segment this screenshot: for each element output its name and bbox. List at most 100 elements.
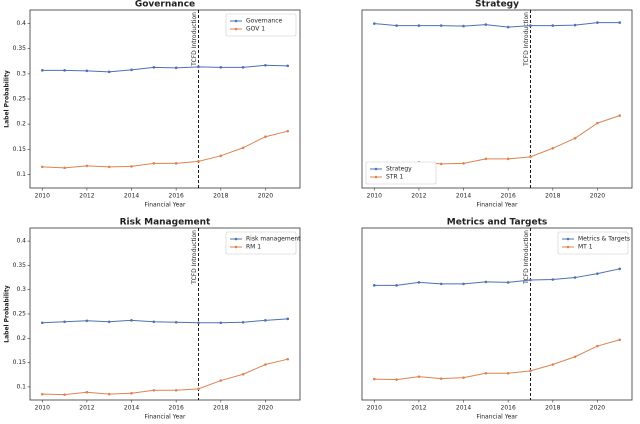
y-tick-label: 0.4 xyxy=(16,238,26,245)
point xyxy=(197,321,200,325)
x-tick-label: 2016 xyxy=(501,405,516,412)
point xyxy=(286,317,290,321)
legend-marker xyxy=(566,237,570,241)
x-tick-label: 2014 xyxy=(124,405,139,412)
point xyxy=(462,162,465,165)
y-tick-label: 0.15 xyxy=(13,146,27,153)
point xyxy=(551,146,555,150)
x-axis-label: Financial Year xyxy=(145,414,186,421)
y-tick-label: 0.25 xyxy=(13,311,27,318)
point xyxy=(219,321,223,325)
x-tick-label: 2012 xyxy=(79,193,94,200)
legend-label: GOV 1 xyxy=(246,26,265,33)
chart-title: Risk Management xyxy=(120,218,211,228)
point xyxy=(197,65,200,69)
point xyxy=(506,157,510,161)
point xyxy=(395,378,398,381)
point xyxy=(596,272,599,275)
chart-title: Governance xyxy=(135,0,195,10)
point xyxy=(417,281,421,284)
point xyxy=(219,379,223,382)
legend xyxy=(225,13,297,37)
point xyxy=(484,280,488,284)
point xyxy=(551,24,555,27)
point xyxy=(219,66,223,69)
y-tick-label: 0.3 xyxy=(16,286,26,293)
point xyxy=(85,319,89,323)
x-tick-label: 2018 xyxy=(545,193,560,200)
y-axis-label: Label Probability xyxy=(4,70,11,128)
point xyxy=(85,390,89,394)
point xyxy=(219,154,223,158)
point xyxy=(372,284,376,287)
x-tick-label: 2014 xyxy=(456,193,471,200)
series-line xyxy=(374,22,620,28)
y-tick-label: 0.1 xyxy=(16,383,26,390)
point xyxy=(395,284,398,287)
point xyxy=(85,164,89,168)
point xyxy=(551,363,555,366)
point xyxy=(462,24,465,28)
point xyxy=(40,392,44,396)
legend-label: RM 1 xyxy=(246,244,261,251)
point xyxy=(573,136,577,140)
point xyxy=(40,321,44,325)
point xyxy=(529,24,532,27)
point xyxy=(462,376,465,379)
point xyxy=(107,165,111,169)
series-line xyxy=(42,318,288,324)
legend xyxy=(557,231,629,255)
point xyxy=(241,146,245,150)
point xyxy=(63,69,66,72)
point xyxy=(506,281,510,284)
point xyxy=(152,320,156,324)
point xyxy=(174,162,178,165)
point xyxy=(573,276,577,279)
x-axis-label: Financial Year xyxy=(477,414,518,421)
x-tick-label: 2012 xyxy=(411,405,426,412)
event-annotation: TCFD Introduction xyxy=(523,230,530,285)
point xyxy=(439,377,443,380)
point xyxy=(618,338,622,342)
legend-label: Strategy xyxy=(386,166,412,173)
y-tick-label: 0.15 xyxy=(13,359,27,366)
point xyxy=(197,160,200,163)
point xyxy=(529,369,532,373)
legend-marker xyxy=(374,167,378,171)
point xyxy=(286,129,290,133)
point xyxy=(130,391,133,395)
point xyxy=(264,363,267,366)
x-tick-label: 2018 xyxy=(545,405,560,412)
point xyxy=(372,377,376,381)
point xyxy=(63,393,66,396)
point xyxy=(462,282,465,286)
point xyxy=(439,24,443,27)
chart-title: Strategy xyxy=(475,0,519,10)
point xyxy=(596,21,599,24)
y-tick-label: 0.1 xyxy=(16,171,26,178)
point xyxy=(264,135,267,139)
point xyxy=(596,121,599,125)
series-line xyxy=(42,64,288,73)
point xyxy=(264,319,267,322)
event-annotation: TCFD Introduction xyxy=(191,12,198,67)
series-line xyxy=(374,115,620,166)
point xyxy=(174,320,178,324)
x-tick-label: 2018 xyxy=(213,405,228,412)
legend-marker xyxy=(234,245,238,249)
plot-area xyxy=(361,227,633,401)
legend-label: Risk management xyxy=(246,236,301,243)
point xyxy=(506,25,510,29)
point xyxy=(152,66,156,69)
point xyxy=(107,392,111,396)
point xyxy=(241,372,245,376)
legend xyxy=(365,161,437,185)
x-tick-label: 2012 xyxy=(411,193,426,200)
point xyxy=(484,157,488,161)
series-line xyxy=(374,339,620,381)
point xyxy=(618,21,622,24)
chart-title: Metrics and Targets xyxy=(447,218,547,228)
point xyxy=(395,24,398,27)
x-tick-label: 2016 xyxy=(169,193,184,200)
series-line xyxy=(374,268,620,286)
